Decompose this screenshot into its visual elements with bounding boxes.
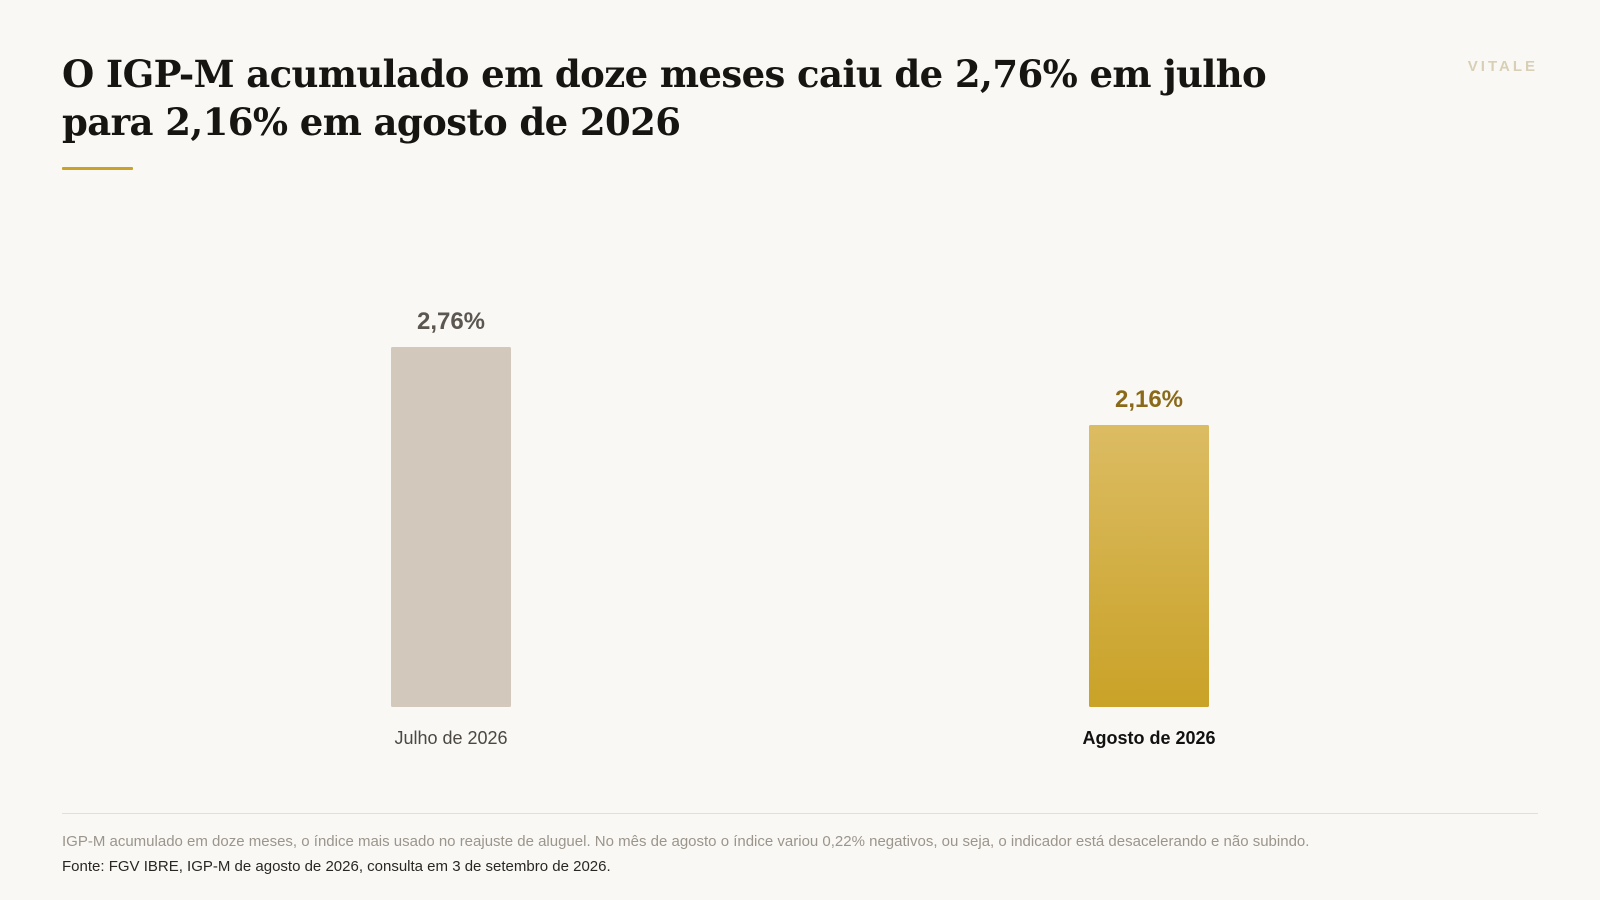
- brand-wordmark: VITALE: [1467, 58, 1538, 75]
- title-accent-rule: [62, 167, 133, 170]
- chart-source: Fonte: FGV IBRE, IGP-M de agosto de 2026…: [62, 858, 611, 875]
- data-label-julho-2026: 2,76%: [417, 308, 485, 335]
- bar-agosto-2026: [1089, 425, 1209, 707]
- data-label-agosto-2026: 2,16%: [1115, 386, 1183, 413]
- footer-divider: [62, 813, 1538, 814]
- chart-note: IGP-M acumulado em doze meses, o índice …: [62, 833, 1310, 850]
- chart-title: O IGP-M acumulado em doze meses caiu de …: [62, 52, 1267, 144]
- category-label-julho-2026: Julho de 2026: [394, 728, 507, 748]
- category-label-agosto-2026: Agosto de 2026: [1082, 728, 1215, 748]
- bar-julho-2026: [391, 347, 511, 707]
